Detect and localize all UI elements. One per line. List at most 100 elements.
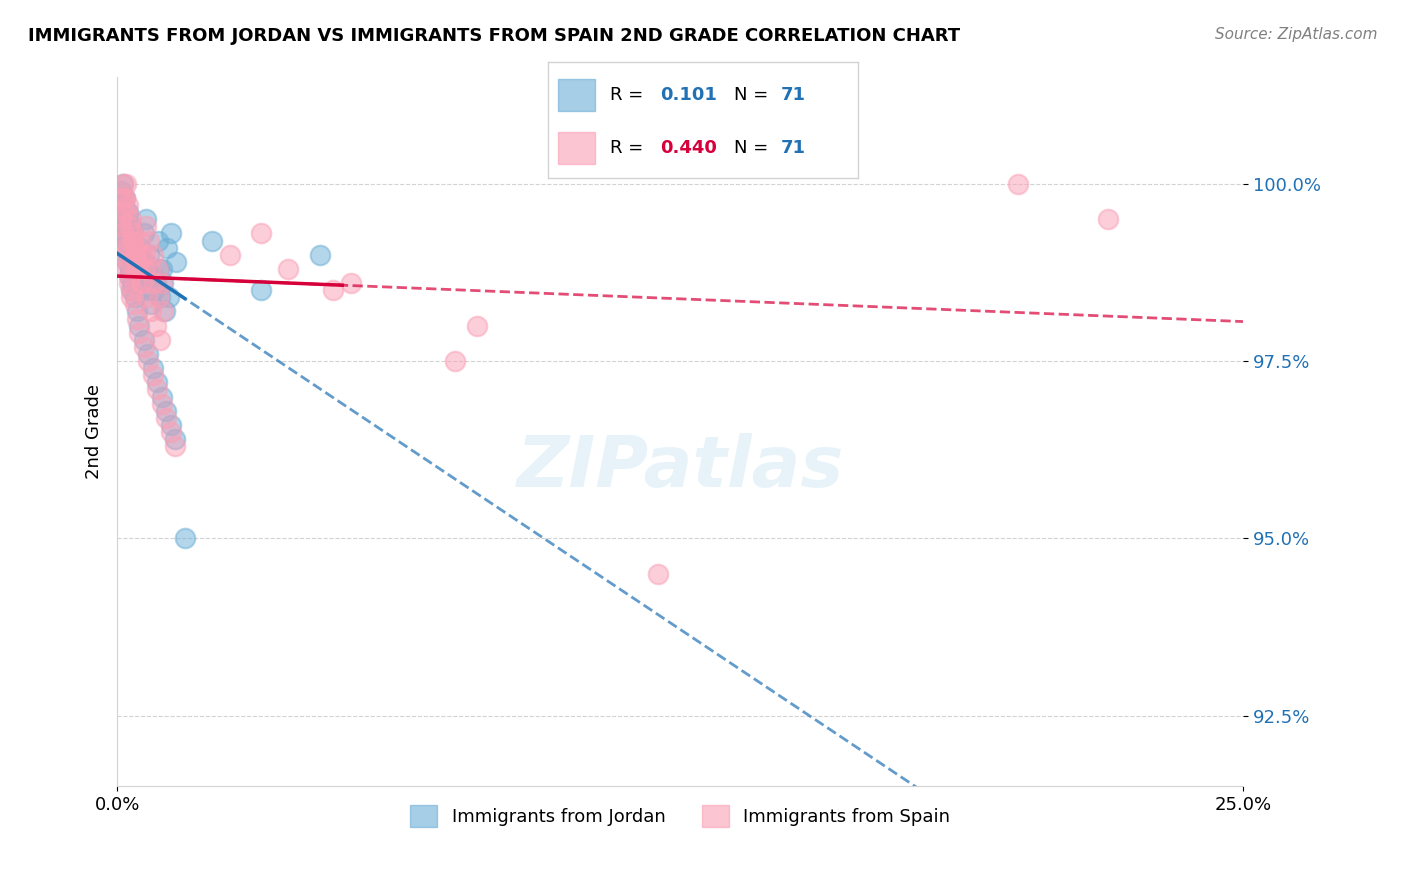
Point bbox=[146, 376, 169, 390]
Point bbox=[111, 205, 134, 219]
Text: ZIPatlas: ZIPatlas bbox=[516, 433, 844, 502]
Point bbox=[157, 290, 180, 304]
Text: N =: N = bbox=[734, 139, 773, 157]
Point bbox=[120, 212, 142, 227]
Point bbox=[155, 403, 177, 417]
Point bbox=[114, 191, 136, 205]
Point bbox=[122, 234, 145, 248]
Point bbox=[135, 219, 157, 234]
Point bbox=[136, 347, 159, 361]
Point bbox=[146, 261, 169, 276]
Point bbox=[152, 304, 174, 318]
Text: IMMIGRANTS FROM JORDAN VS IMMIGRANTS FROM SPAIN 2ND GRADE CORRELATION CHART: IMMIGRANTS FROM JORDAN VS IMMIGRANTS FRO… bbox=[28, 27, 960, 45]
Point bbox=[120, 290, 142, 304]
Point bbox=[124, 290, 146, 304]
Point bbox=[118, 219, 141, 234]
Point bbox=[121, 276, 143, 290]
Point bbox=[117, 198, 139, 212]
Point bbox=[121, 234, 143, 248]
Point bbox=[114, 191, 136, 205]
Point bbox=[115, 254, 138, 268]
Point bbox=[131, 248, 153, 262]
Point bbox=[110, 191, 132, 205]
Point bbox=[111, 234, 134, 248]
Point bbox=[1007, 177, 1029, 191]
Point bbox=[150, 396, 173, 410]
Point bbox=[143, 276, 166, 290]
Point bbox=[121, 234, 143, 248]
Point bbox=[142, 268, 165, 283]
Text: 0.101: 0.101 bbox=[659, 86, 717, 103]
Point bbox=[134, 248, 156, 262]
Point bbox=[114, 241, 136, 255]
Point bbox=[145, 318, 167, 333]
Point bbox=[148, 290, 170, 304]
Point bbox=[112, 212, 135, 227]
Point bbox=[111, 177, 134, 191]
Point bbox=[114, 234, 136, 248]
Point bbox=[128, 318, 150, 333]
Point bbox=[143, 283, 166, 297]
Point bbox=[120, 219, 142, 234]
Point bbox=[110, 205, 132, 219]
Point bbox=[142, 368, 165, 383]
Point bbox=[117, 248, 139, 262]
FancyBboxPatch shape bbox=[558, 78, 595, 112]
Point bbox=[108, 219, 131, 234]
Point bbox=[136, 354, 159, 368]
Point bbox=[1097, 212, 1119, 227]
Point bbox=[138, 268, 160, 283]
Point bbox=[122, 227, 145, 241]
Legend: Immigrants from Jordan, Immigrants from Spain: Immigrants from Jordan, Immigrants from … bbox=[404, 797, 957, 834]
Y-axis label: 2nd Grade: 2nd Grade bbox=[86, 384, 103, 480]
Point bbox=[134, 261, 156, 276]
Point bbox=[159, 417, 181, 432]
Point bbox=[138, 261, 160, 276]
Point bbox=[150, 261, 173, 276]
Point bbox=[277, 261, 299, 276]
Point bbox=[155, 410, 177, 425]
Point bbox=[138, 234, 160, 248]
Point bbox=[138, 248, 160, 262]
Point bbox=[111, 191, 134, 205]
Point bbox=[115, 261, 138, 276]
Point bbox=[124, 241, 146, 255]
Point bbox=[128, 234, 150, 248]
Point bbox=[117, 205, 139, 219]
Point bbox=[444, 354, 467, 368]
Point bbox=[647, 566, 669, 581]
Point bbox=[112, 241, 135, 255]
Point bbox=[127, 261, 149, 276]
Point bbox=[112, 191, 135, 205]
Point bbox=[149, 290, 172, 304]
Point bbox=[120, 261, 142, 276]
Point bbox=[131, 254, 153, 268]
Point bbox=[120, 283, 142, 297]
Point bbox=[127, 261, 149, 276]
Point bbox=[160, 227, 183, 241]
Point bbox=[165, 439, 187, 453]
Point bbox=[146, 383, 169, 397]
Point bbox=[115, 227, 138, 241]
Point bbox=[150, 276, 173, 290]
Point bbox=[124, 248, 146, 262]
Point bbox=[115, 205, 138, 219]
Point bbox=[108, 212, 131, 227]
Point bbox=[134, 254, 156, 268]
Point bbox=[120, 268, 142, 283]
Point bbox=[118, 276, 141, 290]
Text: R =: R = bbox=[610, 86, 650, 103]
Point bbox=[111, 177, 134, 191]
Point bbox=[141, 304, 163, 318]
Point bbox=[131, 276, 153, 290]
Point bbox=[131, 268, 153, 283]
Point bbox=[322, 283, 344, 297]
Point bbox=[127, 254, 149, 268]
FancyBboxPatch shape bbox=[558, 132, 595, 164]
Point bbox=[128, 241, 150, 255]
Point bbox=[128, 326, 150, 340]
Point bbox=[127, 254, 149, 268]
Point bbox=[122, 234, 145, 248]
Point bbox=[129, 276, 152, 290]
Point bbox=[135, 212, 157, 227]
